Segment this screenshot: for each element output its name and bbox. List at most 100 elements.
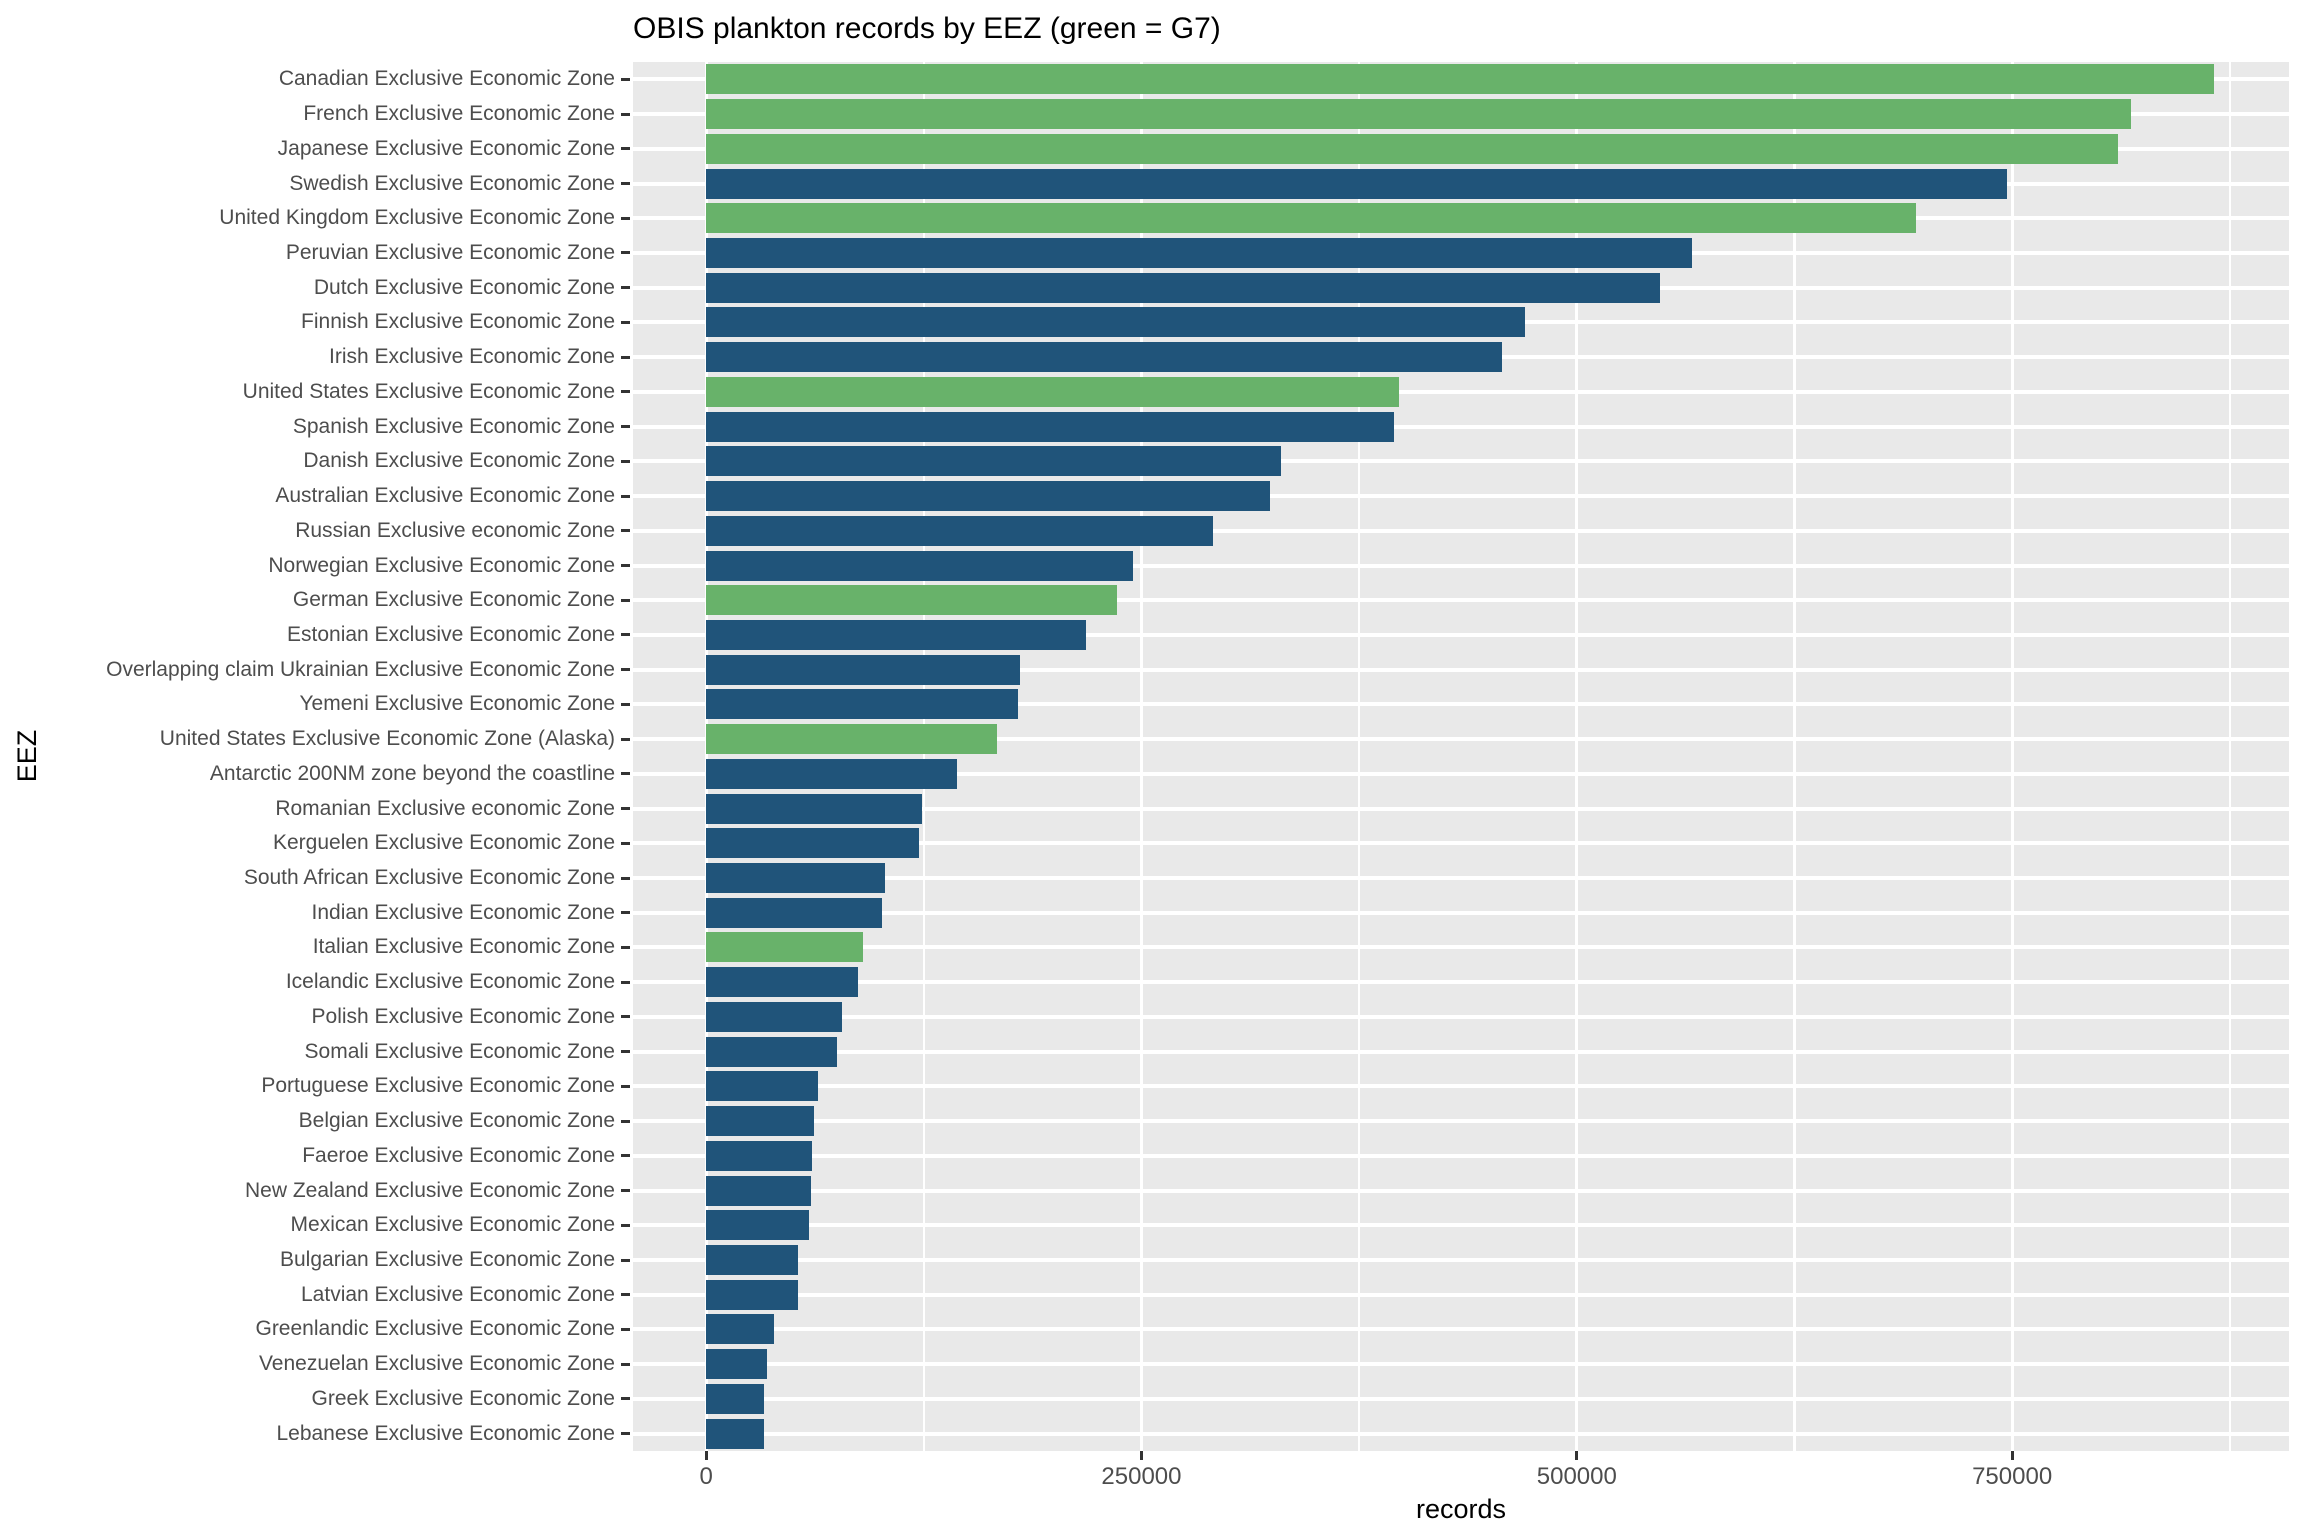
y-axis-tick — [621, 980, 630, 984]
y-axis-tick — [621, 945, 630, 949]
plot-panel — [633, 62, 2289, 1451]
bar — [706, 1210, 809, 1241]
y-axis-label: Greek Exclusive Economic Zone — [311, 1386, 615, 1410]
h-gridline — [633, 1362, 2289, 1367]
y-axis-tick — [621, 1189, 630, 1193]
bar — [706, 1279, 798, 1310]
bar — [706, 550, 1133, 581]
y-axis-tick — [621, 77, 630, 81]
y-axis-label: Venezuelan Exclusive Economic Zone — [258, 1352, 615, 1376]
bar — [706, 654, 1020, 685]
x-axis-tick-label: 0 — [699, 1463, 713, 1490]
h-gridline — [633, 1014, 2289, 1019]
bar — [706, 1001, 842, 1032]
y-axis-label: Antarctic 200NM zone beyond the coastlin… — [209, 761, 615, 785]
v-gridline-major — [1139, 62, 1143, 1451]
v-gridline-minor — [922, 62, 926, 1451]
y-axis-label: Portuguese Exclusive Economic Zone — [261, 1074, 615, 1098]
x-axis-tick-label: 250000 — [1101, 1463, 1182, 1490]
v-gridline-minor — [2228, 62, 2232, 1451]
y-axis-tick — [621, 772, 630, 776]
bar — [706, 446, 1281, 477]
y-axis-tick — [621, 1293, 630, 1297]
y-axis-tick — [621, 1154, 630, 1158]
y-axis-label: Lebanese Exclusive Economic Zone — [276, 1421, 615, 1445]
h-gridline — [633, 910, 2289, 915]
bar — [706, 1383, 765, 1414]
y-axis-tick — [621, 633, 630, 637]
y-axis-label: Kerguelen Exclusive Economic Zone — [272, 831, 615, 855]
bar — [706, 1106, 815, 1137]
h-gridline — [633, 806, 2289, 811]
bar — [706, 897, 882, 928]
v-gridline-major — [1575, 62, 1579, 1451]
bar — [706, 1349, 768, 1380]
bar — [706, 619, 1086, 650]
y-axis-label: Dutch Exclusive Economic Zone — [313, 275, 615, 299]
h-gridline — [633, 841, 2289, 846]
bar — [706, 168, 2007, 199]
bar — [706, 481, 1271, 512]
y-axis-label: United States Exclusive Economic Zone — [242, 379, 615, 403]
y-axis-label: Finnish Exclusive Economic Zone — [301, 310, 615, 334]
h-gridline — [633, 667, 2289, 672]
v-gridline-major — [704, 62, 708, 1451]
bar — [706, 1071, 818, 1102]
y-axis-label: Italian Exclusive Economic Zone — [312, 935, 615, 959]
y-axis-label: Russian Exclusive economic Zone — [295, 518, 615, 542]
bar — [706, 793, 923, 824]
y-axis-tick — [621, 876, 630, 880]
bar — [706, 133, 2119, 164]
y-axis-tick — [621, 1119, 630, 1123]
v-gridline-minor — [1357, 62, 1361, 1451]
y-axis-label: Indian Exclusive Economic Zone — [311, 900, 616, 924]
h-gridline — [633, 771, 2289, 776]
h-gridline — [633, 494, 2289, 499]
bar — [706, 1418, 764, 1449]
y-axis-label: Australian Exclusive Economic Zone — [275, 484, 615, 508]
x-axis-tick-label: 750000 — [1972, 1463, 2053, 1490]
y-axis-label: Spanish Exclusive Economic Zone — [292, 414, 615, 438]
h-gridline — [633, 563, 2289, 568]
h-gridline — [633, 1223, 2289, 1228]
x-axis-tick — [1139, 1451, 1143, 1460]
h-gridline — [633, 459, 2289, 464]
y-axis-tick — [621, 1362, 630, 1366]
y-axis-tick — [621, 529, 630, 533]
y-axis-label: Estonian Exclusive Economic Zone — [287, 622, 615, 646]
y-axis-tick — [621, 459, 630, 463]
bar — [706, 203, 1917, 234]
h-gridline — [633, 1292, 2289, 1297]
x-axis-tick — [2010, 1451, 2014, 1460]
h-gridline — [633, 389, 2289, 394]
y-axis-label: Faeroe Exclusive Economic Zone — [302, 1143, 615, 1167]
y-axis-tick — [621, 320, 630, 324]
y-axis-label: United Kingdom Exclusive Economic Zone — [219, 206, 615, 230]
y-axis-label: Romanian Exclusive economic Zone — [275, 796, 615, 820]
y-axis-tick — [621, 251, 630, 255]
h-gridline — [633, 980, 2289, 985]
x-axis-tick-label: 500000 — [1536, 1463, 1617, 1490]
y-axis-tick — [621, 668, 630, 672]
h-gridline — [633, 1119, 2289, 1124]
y-axis-tick — [621, 1015, 630, 1019]
h-gridline — [633, 1258, 2289, 1262]
h-gridline — [633, 1396, 2289, 1401]
h-gridline — [633, 528, 2289, 533]
y-axis-label: Peruvian Exclusive Economic Zone — [285, 240, 615, 264]
y-axis-label: New Zealand Exclusive Economic Zone — [244, 1178, 615, 1202]
bar — [706, 758, 957, 789]
h-gridline — [633, 1049, 2289, 1054]
y-axis-tick — [621, 355, 630, 359]
y-axis-label: Mexican Exclusive Economic Zone — [290, 1213, 615, 1237]
h-gridline — [633, 1188, 2289, 1193]
h-gridline — [633, 945, 2289, 950]
bar — [706, 99, 2131, 130]
h-gridline — [633, 632, 2289, 637]
y-axis-tick — [621, 911, 630, 915]
x-axis-tick — [704, 1451, 708, 1460]
y-axis-tick — [621, 390, 630, 394]
bar — [706, 724, 997, 755]
h-gridline — [633, 702, 2289, 707]
